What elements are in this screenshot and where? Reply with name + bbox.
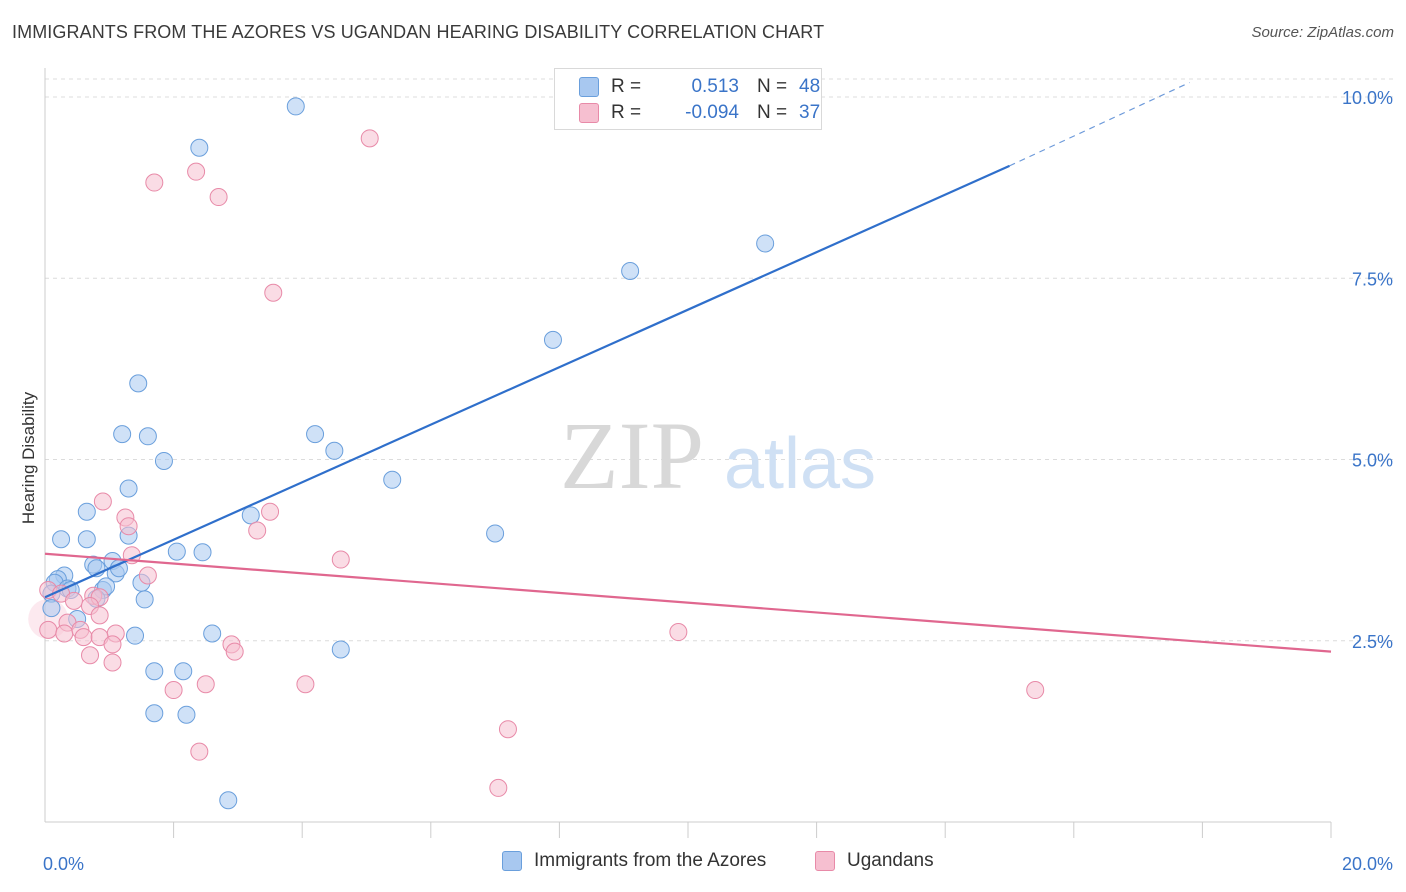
- data-point-ugandans: [225, 642, 244, 661]
- legend-swatch-azores: [502, 851, 522, 871]
- data-point-ugandans: [669, 623, 688, 642]
- data-point-azores: [119, 479, 138, 498]
- y-tick-label: 5.0%: [1352, 451, 1393, 471]
- correlation-stats-box: R = 0.513 N = 48 R = -0.094 N = 37: [554, 68, 822, 130]
- data-point-azores: [193, 543, 212, 562]
- data-point-azores: [177, 705, 196, 724]
- data-point-ugandans: [103, 635, 122, 654]
- watermark: ZIP atlas: [560, 402, 876, 509]
- data-point-azores: [113, 425, 132, 444]
- data-point-ugandans: [331, 550, 350, 569]
- axes: [44, 68, 1332, 838]
- data-point-ugandans: [360, 129, 379, 148]
- data-point-ugandans: [489, 778, 508, 797]
- data-point-ugandans: [74, 628, 93, 647]
- legend-item-azores[interactable]: Immigrants from the Azores: [502, 850, 766, 872]
- stats-r-value: -0.094: [685, 102, 739, 123]
- y-axis-label: Hearing Disability: [19, 391, 38, 524]
- stats-swatch-ugandans: [579, 103, 599, 123]
- data-point-ugandans: [119, 517, 138, 536]
- chart-title: IMMIGRANTS FROM THE AZORES VS UGANDAN HE…: [12, 22, 825, 42]
- x-tick-label: 0.0%: [43, 854, 84, 874]
- data-point-azores: [52, 530, 71, 549]
- chart-legend: Immigrants from the Azores Ugandans: [0, 850, 1406, 878]
- data-point-azores: [241, 506, 260, 525]
- data-point-azores: [543, 330, 562, 349]
- data-point-azores: [77, 530, 96, 549]
- stats-r-value: 0.513: [691, 76, 739, 97]
- stats-row-ugandans: R = -0.094 N = 37: [555, 100, 820, 126]
- data-point-ugandans: [1026, 681, 1045, 700]
- x-tick-label: 20.0%: [1342, 854, 1393, 874]
- stats-n-value: 48: [799, 76, 821, 97]
- source-label: Source: ZipAtlas.com: [1251, 24, 1394, 41]
- data-point-ugandans: [39, 620, 58, 639]
- data-point-azores: [756, 234, 775, 253]
- data-point-ugandans: [164, 681, 183, 700]
- data-point-azores: [174, 662, 193, 681]
- data-point-azores: [154, 451, 173, 470]
- legend-label-azores: Immigrants from the Azores: [534, 850, 767, 871]
- data-point-azores: [331, 640, 350, 659]
- data-point-azores: [135, 590, 154, 609]
- watermark-atlas: atlas: [724, 424, 876, 504]
- data-point-ugandans: [90, 606, 109, 625]
- stats-n-label: N =: [757, 76, 788, 97]
- data-point-azores: [286, 97, 305, 116]
- data-point-azores: [306, 425, 325, 444]
- data-point-azores: [190, 138, 209, 157]
- data-point-azores: [126, 626, 145, 645]
- data-points: [28, 97, 1045, 810]
- data-point-ugandans: [196, 675, 215, 694]
- data-point-ugandans: [81, 646, 100, 665]
- y-tick-label: 2.5%: [1352, 632, 1393, 652]
- data-point-ugandans: [261, 502, 280, 521]
- grid-lines: [45, 78, 1395, 642]
- trend-lines: [44, 81, 1332, 653]
- stats-r-label: R =: [611, 102, 642, 123]
- data-point-ugandans: [93, 492, 112, 511]
- trend-line-ugandans: [44, 552, 1332, 653]
- data-point-azores: [42, 599, 61, 618]
- data-point-ugandans: [145, 173, 164, 192]
- data-point-azores: [129, 374, 148, 393]
- tick-labels: 2.5% 5.0% 7.5% 10.0% 0.0% 20.0%: [43, 88, 1393, 874]
- data-point-ugandans: [209, 188, 228, 207]
- trend-line-azores-extension: [1009, 81, 1190, 167]
- data-point-azores: [77, 502, 96, 521]
- data-point-ugandans: [187, 162, 206, 181]
- data-point-ugandans: [64, 591, 83, 610]
- data-point-ugandans: [55, 624, 74, 643]
- data-point-ugandans: [498, 720, 517, 739]
- stats-row-azores: R = 0.513 N = 48: [555, 74, 820, 100]
- data-point-azores: [138, 427, 157, 446]
- stats-n-value: 37: [799, 102, 821, 123]
- data-point-azores: [383, 470, 402, 489]
- data-point-azores: [219, 791, 238, 810]
- data-point-ugandans: [190, 742, 209, 761]
- data-point-ugandans: [264, 283, 283, 302]
- legend-swatch-ugandans: [815, 851, 835, 871]
- watermark-zip: ZIP: [560, 402, 704, 509]
- y-tick-label: 7.5%: [1352, 269, 1393, 289]
- stats-n-label: N =: [757, 102, 788, 123]
- data-point-azores: [203, 624, 222, 643]
- trend-line-azores: [44, 164, 1010, 599]
- data-point-azores: [145, 704, 164, 723]
- stats-swatch-azores: [579, 77, 599, 97]
- data-point-azores: [145, 662, 164, 681]
- y-tick-label: 10.0%: [1342, 88, 1393, 108]
- data-point-ugandans: [248, 521, 267, 540]
- stats-r-label: R =: [611, 76, 642, 97]
- data-point-azores: [621, 262, 640, 280]
- data-point-ugandans: [103, 653, 122, 672]
- data-point-ugandans: [138, 566, 157, 585]
- legend-label-ugandans: Ugandans: [847, 850, 934, 871]
- data-point-azores: [325, 441, 344, 460]
- data-point-ugandans: [296, 675, 315, 694]
- data-point-azores: [167, 542, 186, 561]
- legend-item-ugandans[interactable]: Ugandans: [815, 850, 934, 872]
- data-point-azores: [486, 524, 505, 543]
